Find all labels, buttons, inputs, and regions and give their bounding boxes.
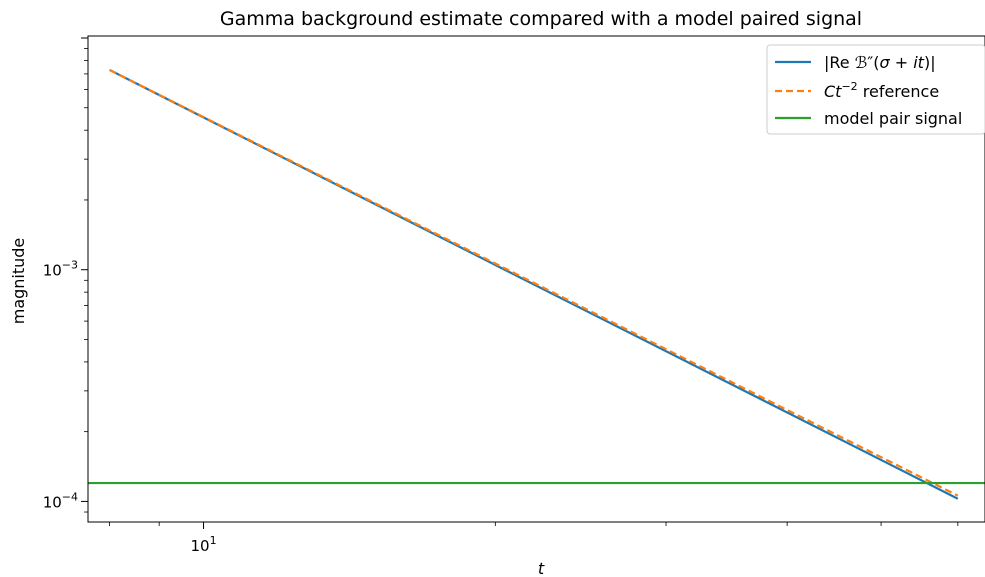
chart-title: Gamma background estimate compared with … bbox=[220, 8, 862, 30]
series-line-reference bbox=[109, 68, 959, 497]
legend-label-reference: Ct−2 reference bbox=[824, 80, 939, 101]
x-axis-label: t bbox=[538, 559, 545, 577]
plot-area: 10−3 10−4 101 bbox=[43, 35, 985, 555]
axes-frame bbox=[87, 35, 985, 523]
tick-layer: 10−3 10−4 101 bbox=[43, 37, 959, 555]
legend-box bbox=[766, 44, 985, 135]
legend-label-model-pair-signal: model pair signal bbox=[824, 109, 962, 128]
y-tick-label: 10−3 bbox=[43, 259, 78, 280]
y-axis-label: magnitude bbox=[9, 238, 28, 325]
legend-label-abs-re-b: |Re ℬ″(σ + it)| bbox=[824, 53, 936, 72]
series-layer bbox=[88, 68, 985, 500]
x-tick-label: 101 bbox=[190, 534, 216, 555]
legend: |Re ℬ″(σ + it)| Ct−2 reference model pai… bbox=[766, 44, 985, 135]
y-tick-label: 10−4 bbox=[43, 490, 78, 511]
